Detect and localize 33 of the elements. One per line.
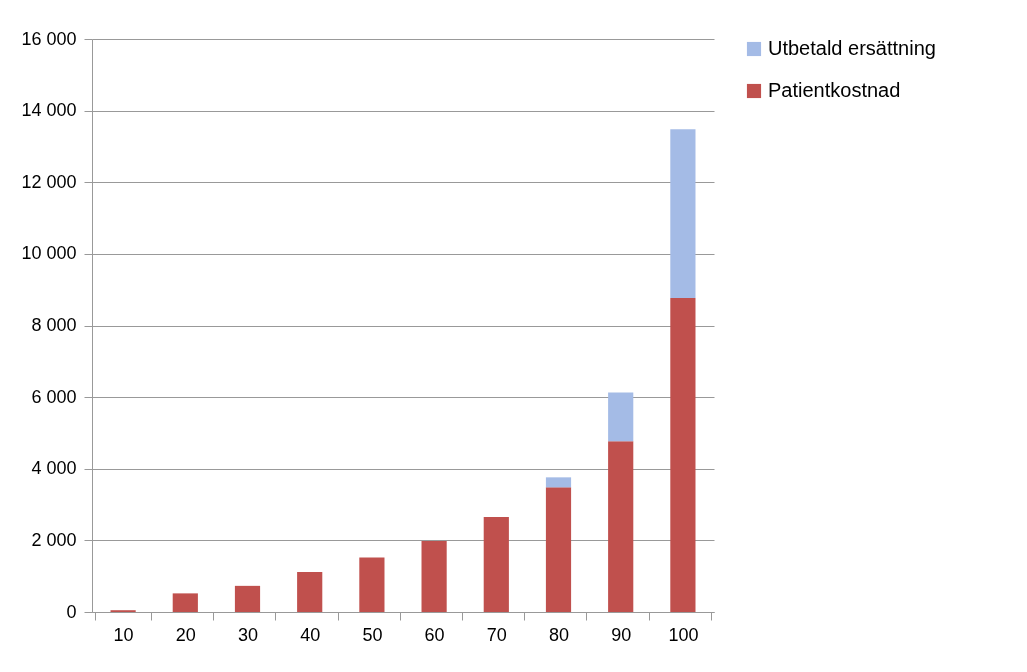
y-tick-label: 12 000 (21, 171, 77, 192)
x-tick-label: 60 (424, 624, 445, 645)
bar (670, 129, 696, 298)
x-tick-label: 90 (611, 624, 632, 645)
x-tick-label: 80 (548, 624, 570, 645)
legend-label: Patientkostnad (768, 79, 901, 101)
x-tick-label: 20 (175, 624, 196, 645)
bar (483, 517, 509, 612)
legend-label: Utbetald ersättning (768, 37, 936, 59)
y-tick-label: 2 000 (31, 529, 77, 550)
x-tick-label: 40 (300, 624, 321, 645)
x-tick-label: 30 (237, 624, 259, 645)
bar (545, 477, 572, 488)
bar (421, 541, 447, 612)
x-tick-label: 50 (362, 624, 383, 645)
bar (172, 593, 198, 612)
x-tick-label: 70 (486, 624, 507, 645)
y-tick-label: 4 000 (31, 458, 77, 479)
bar (234, 585, 261, 612)
bar (545, 487, 572, 612)
y-tick-label: 0 (66, 601, 77, 622)
bar (608, 392, 634, 442)
bar (297, 571, 323, 612)
y-tick-label: 6 000 (31, 386, 77, 407)
x-tick-label: 10 (113, 624, 134, 645)
x-tick-label: 100 (668, 624, 699, 645)
bar (608, 441, 634, 612)
y-tick-label: 14 000 (21, 100, 77, 121)
y-tick-label: 8 000 (31, 315, 77, 335)
y-tick-label: 10 000 (21, 243, 77, 264)
bar (670, 297, 696, 612)
bar (359, 557, 385, 612)
y-tick-label: 16 000 (21, 28, 77, 49)
